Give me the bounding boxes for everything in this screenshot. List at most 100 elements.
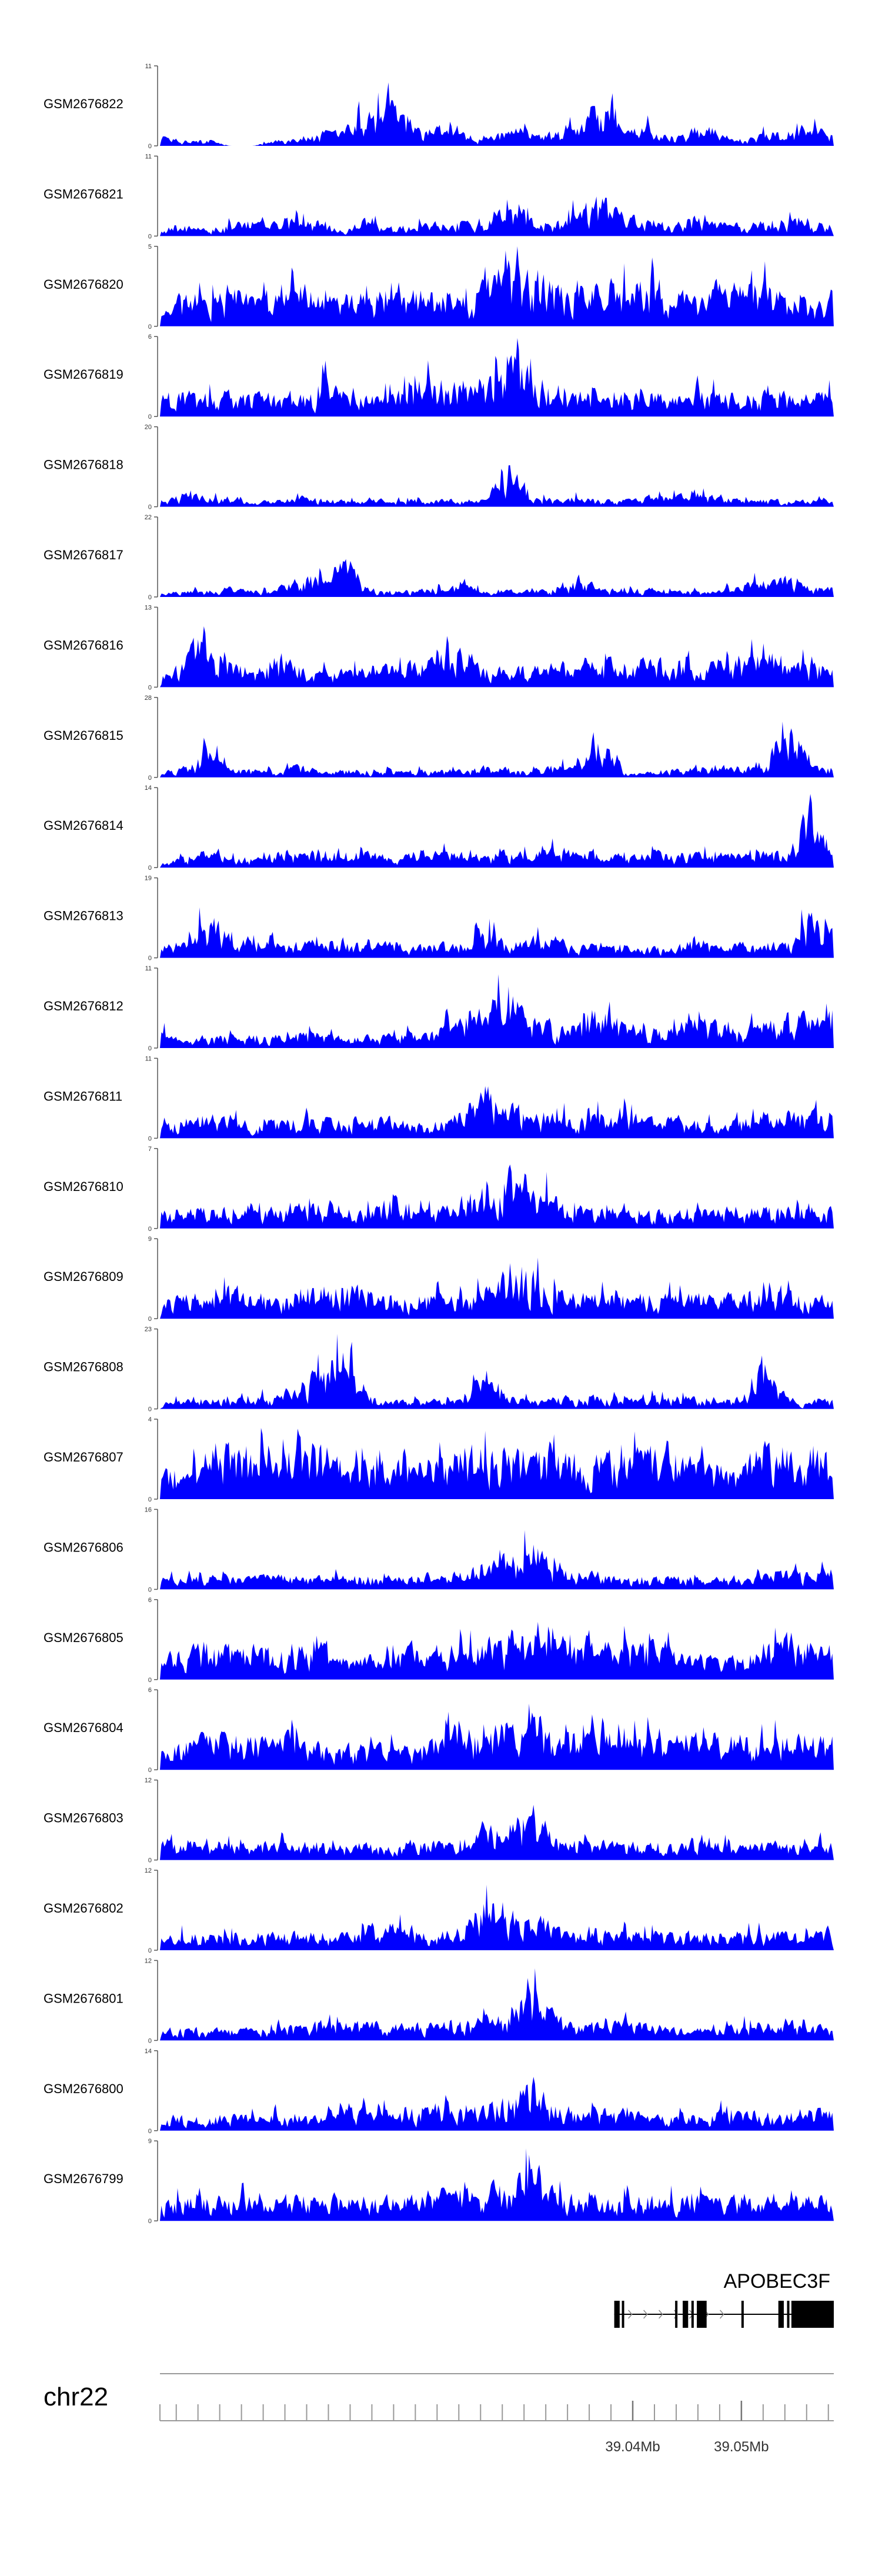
track-label: GSM2676809: [44, 1269, 123, 1284]
track-label: GSM2676799: [44, 2171, 123, 2186]
y-zero-label: 0: [148, 1316, 152, 1323]
gene-track: APOBEC3F: [614, 2270, 834, 2328]
track-label: GSM2676819: [44, 367, 123, 382]
gene-exon: [697, 2301, 707, 2328]
track-GSM2676808: GSM2676808 23 0: [44, 1326, 834, 1413]
gene-exon: [787, 2301, 790, 2328]
track-label: GSM2676805: [44, 1630, 123, 1645]
track-GSM2676800: GSM2676800 14 0: [44, 2048, 834, 2135]
y-zero-label: 0: [148, 323, 152, 331]
gene-label: APOBEC3F: [724, 2270, 830, 2293]
y-zero-label: 0: [148, 2218, 152, 2225]
y-max-label: 9: [148, 1236, 152, 1243]
track-label: GSM2676818: [44, 458, 123, 472]
y-max-label: 7: [148, 1146, 152, 1153]
y-zero-label: 0: [148, 2037, 152, 2044]
track-GSM2676820: GSM2676820 5 0: [44, 243, 834, 331]
track-GSM2676815: GSM2676815 28 0: [44, 695, 834, 782]
y-zero-label: 0: [148, 2128, 152, 2135]
coverage-area: [160, 1884, 834, 1950]
y-zero-label: 0: [148, 594, 152, 601]
track-label: GSM2676821: [44, 186, 123, 201]
gene-exon: [778, 2301, 784, 2328]
chromosome-label: chr22: [44, 2383, 108, 2411]
y-max-label: 6: [148, 333, 152, 341]
track-GSM2676814: GSM2676814 14 0: [44, 785, 834, 872]
coverage-area: [160, 1164, 834, 1229]
track-GSM2676803: GSM2676803 12 0: [44, 1777, 834, 1864]
track-GSM2676822: GSM2676822 11 0: [44, 63, 834, 150]
y-zero-label: 0: [148, 1947, 152, 1954]
y-max-label: 20: [145, 424, 152, 431]
y-zero-label: 0: [148, 775, 152, 782]
axis-tick-label: 39.04Mb: [605, 2439, 660, 2455]
track-GSM2676810: GSM2676810 7 0: [44, 1146, 834, 1233]
y-max-label: 22: [145, 514, 152, 521]
track-label: GSM2676802: [44, 1901, 123, 1916]
gene-exon: [683, 2301, 689, 2328]
axis-tick-label: 39.05Mb: [714, 2439, 769, 2455]
track-label: GSM2676808: [44, 1360, 123, 1374]
y-zero-label: 0: [148, 413, 152, 421]
y-max-label: 9: [148, 2138, 152, 2145]
y-zero-label: 0: [148, 865, 152, 872]
y-max-label: 6: [148, 1687, 152, 1694]
coverage-area: [160, 626, 834, 688]
coverage-area: [160, 338, 834, 417]
y-zero-label: 0: [148, 1406, 152, 1413]
coverage-area: [160, 2077, 834, 2131]
y-zero-label: 0: [148, 1045, 152, 1052]
y-zero-label: 0: [148, 1496, 152, 1503]
strand-arrow: [659, 2310, 663, 2319]
coverage-area: [160, 1703, 834, 1770]
coverage-area: [160, 722, 834, 778]
strand-arrow: [643, 2310, 648, 2319]
y-zero-label: 0: [148, 1677, 152, 1684]
y-max-label: 16: [145, 1506, 152, 1513]
track-label: GSM2676810: [44, 1179, 123, 1194]
coverage-area: [160, 1621, 834, 1680]
y-max-label: 5: [148, 243, 152, 251]
y-zero-label: 0: [148, 1857, 152, 1864]
strand-arrow: [628, 2310, 633, 2319]
track-label: GSM2676801: [44, 1991, 123, 2006]
track-GSM2676821: GSM2676821 11 0: [44, 153, 834, 240]
y-max-label: 19: [145, 875, 152, 882]
coverage-area: [160, 2148, 834, 2221]
y-zero-label: 0: [148, 1135, 152, 1142]
coverage-area: [160, 465, 834, 507]
track-GSM2676804: GSM2676804 6 0: [44, 1687, 834, 1774]
gene-exon: [675, 2301, 678, 2328]
coverage-area: [160, 559, 834, 597]
coverage-area: [160, 974, 834, 1048]
track-label: GSM2676820: [44, 277, 123, 292]
y-zero-label: 0: [148, 1586, 152, 1593]
coverage-area: [160, 1530, 834, 1590]
y-zero-label: 0: [148, 504, 152, 511]
y-zero-label: 0: [148, 955, 152, 962]
y-max-label: 12: [145, 1957, 152, 1964]
track-label: GSM2676813: [44, 909, 123, 923]
track-label: GSM2676811: [44, 1089, 122, 1103]
y-max-label: 11: [145, 965, 152, 972]
y-max-label: 28: [145, 695, 152, 702]
track-GSM2676816: GSM2676816 13 0: [44, 604, 834, 691]
coverage-area: [160, 82, 834, 146]
y-max-label: 6: [148, 1597, 152, 1604]
y-zero-label: 0: [148, 233, 152, 240]
coverage-tracks: GSM2676822110GSM2676821110GSM267682050GS…: [44, 63, 834, 2225]
genome-axis: chr22 39.04Mb 39.05Mb: [44, 2373, 834, 2455]
track-label: GSM2676815: [44, 728, 123, 743]
coverage-area: [160, 794, 834, 868]
coverage-area: [160, 196, 834, 236]
y-max-label: 14: [145, 785, 152, 792]
track-GSM2676819: GSM2676819 6 0: [44, 333, 834, 421]
track-label: GSM2676812: [44, 999, 123, 1013]
track-GSM2676802: GSM2676802 12 0: [44, 1867, 834, 1954]
y-max-label: 13: [145, 604, 152, 611]
track-GSM2676801: GSM2676801 12 0: [44, 1957, 834, 2044]
coverage-area: [160, 1334, 834, 1409]
track-label: GSM2676817: [44, 548, 123, 562]
y-max-label: 11: [145, 1055, 152, 1062]
